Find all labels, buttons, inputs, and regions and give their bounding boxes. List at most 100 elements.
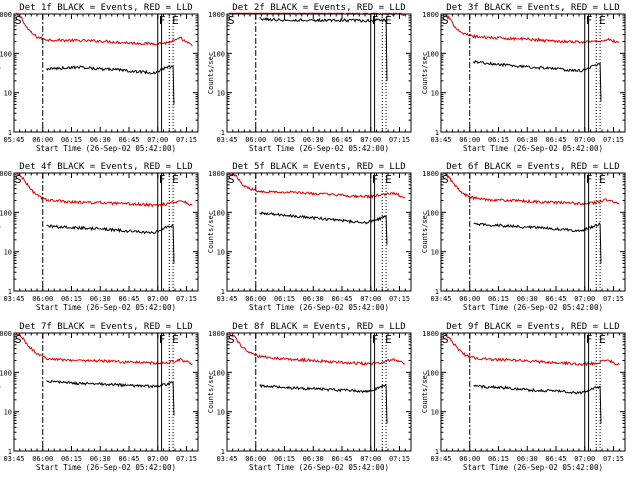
x-tick-label: 07:00 bbox=[574, 136, 595, 144]
x-tick-label: 07:15 bbox=[389, 136, 410, 144]
x-axis-label: Start Time (26-Sep-02 05:42:00) bbox=[249, 303, 389, 312]
marker-e: E bbox=[172, 173, 179, 186]
x-axis-label: Start Time (26-Sep-02 05:42:00) bbox=[463, 144, 603, 153]
marker-s: S bbox=[15, 173, 22, 186]
y-axis-label: Counts/sec bbox=[207, 211, 215, 253]
y-tick-label: 1000 bbox=[0, 330, 12, 338]
y-tick-label: 10 bbox=[4, 409, 12, 417]
marker-e: E bbox=[385, 14, 392, 27]
x-tick-label: 06:30 bbox=[517, 295, 538, 303]
x-tick-label: 06:45 bbox=[545, 455, 566, 463]
x-tick-label: 06:15 bbox=[488, 136, 509, 144]
x-tick-label: 07:00 bbox=[147, 136, 168, 144]
plot-frame bbox=[13, 332, 199, 452]
x-tick-label: 06:30 bbox=[90, 455, 111, 463]
x-tick-label: 06:15 bbox=[274, 455, 295, 463]
series-events-line bbox=[46, 65, 175, 105]
y-tick-label: 1 bbox=[8, 448, 12, 456]
x-tick-label: 06:00 bbox=[459, 295, 480, 303]
y-tick-label: 1000 bbox=[208, 11, 225, 19]
x-tick-label: 06:15 bbox=[488, 295, 509, 303]
x-axis-label: Start Time (26-Sep-02 05:42:00) bbox=[36, 144, 176, 153]
series-events-line bbox=[259, 211, 388, 245]
x-tick-label: 06:45 bbox=[331, 295, 352, 303]
y-axis-label: Counts/sec bbox=[0, 211, 2, 253]
x-tick-label: 06:30 bbox=[517, 455, 538, 463]
plot-frame bbox=[226, 332, 412, 452]
series-lld-line bbox=[15, 12, 193, 47]
plot-frame bbox=[440, 172, 626, 292]
x-axis-label: Start Time (26-Sep-02 05:42:00) bbox=[36, 303, 176, 312]
y-tick-label: 1 bbox=[8, 288, 12, 296]
marker-f: F bbox=[586, 333, 593, 346]
x-tick-label: 06:00 bbox=[245, 455, 266, 463]
x-tick-label: 07:15 bbox=[603, 295, 624, 303]
y-tick-label: 100 bbox=[212, 50, 225, 58]
panel-title: Det 2f BLACK = Events, RED = LLD bbox=[232, 3, 405, 13]
plot-frame bbox=[13, 13, 199, 133]
marker-s: S bbox=[228, 333, 235, 346]
y-tick-label: 10 bbox=[431, 90, 439, 98]
panel-title: Det 5f BLACK = Events, RED = LLD bbox=[232, 162, 405, 172]
marker-s: S bbox=[442, 14, 449, 27]
x-tick-label: 06:15 bbox=[274, 136, 295, 144]
x-tick-label: 07:15 bbox=[176, 455, 197, 463]
marker-e: E bbox=[599, 173, 606, 186]
series-lld-line bbox=[228, 12, 406, 17]
x-tick-label: 06:15 bbox=[61, 455, 82, 463]
y-tick-label: 1 bbox=[221, 448, 225, 456]
marker-e: E bbox=[385, 333, 392, 346]
series-events-line bbox=[46, 224, 175, 264]
x-axis-label: Start Time (26-Sep-02 05:42:00) bbox=[463, 463, 603, 472]
x-tick-label: 05:45 bbox=[3, 136, 24, 144]
marker-f: F bbox=[586, 173, 593, 186]
x-tick-label: 06:00 bbox=[245, 295, 266, 303]
plot-frame bbox=[226, 13, 412, 133]
panel-title: Det 9f BLACK = Events, RED = LLD bbox=[446, 322, 619, 332]
x-tick-label: 06:30 bbox=[303, 455, 324, 463]
x-tick-label: 07:00 bbox=[360, 136, 381, 144]
series-events-line bbox=[473, 384, 602, 424]
x-axis-label: Start Time (26-Sep-02 05:42:00) bbox=[463, 303, 603, 312]
marker-s: S bbox=[15, 14, 22, 27]
y-tick-label: 1000 bbox=[208, 170, 225, 178]
y-tick-label: 10 bbox=[4, 249, 12, 257]
marker-f: F bbox=[159, 173, 166, 186]
x-tick-label: 06:15 bbox=[61, 295, 82, 303]
y-tick-label: 100 bbox=[426, 369, 439, 377]
series-events-line bbox=[46, 379, 175, 416]
y-tick-label: 100 bbox=[212, 369, 225, 377]
marker-f: F bbox=[586, 14, 593, 27]
x-tick-label: 03:45 bbox=[216, 136, 237, 144]
x-tick-label: 03:45 bbox=[216, 455, 237, 463]
y-tick-label: 1000 bbox=[0, 170, 12, 178]
panel-title: Det 6f BLACK = Events, RED = LLD bbox=[446, 162, 619, 172]
x-axis-label: Start Time (26-Sep-02 05:42:00) bbox=[249, 463, 389, 472]
marker-f: F bbox=[159, 14, 166, 27]
marker-f: F bbox=[159, 333, 166, 346]
plot-frame bbox=[440, 332, 626, 452]
marker-f: F bbox=[372, 14, 379, 27]
y-tick-label: 10 bbox=[217, 409, 225, 417]
y-tick-label: 1 bbox=[221, 288, 225, 296]
panel-title: Det 8f BLACK = Events, RED = LLD bbox=[232, 322, 405, 332]
x-tick-label: 07:15 bbox=[389, 455, 410, 463]
x-tick-label: 06:30 bbox=[90, 295, 111, 303]
marker-e: E bbox=[172, 14, 179, 27]
series-lld-line bbox=[228, 172, 406, 200]
y-axis-label: Counts/sec bbox=[0, 371, 2, 413]
x-tick-label: 07:15 bbox=[176, 136, 197, 144]
y-tick-label: 1000 bbox=[422, 11, 439, 19]
y-tick-label: 100 bbox=[0, 209, 12, 217]
x-tick-label: 07:15 bbox=[176, 295, 197, 303]
y-axis-label: Counts/sec bbox=[421, 211, 429, 253]
y-tick-label: 10 bbox=[217, 249, 225, 257]
marker-s: S bbox=[15, 333, 22, 346]
y-tick-label: 1 bbox=[435, 448, 439, 456]
x-tick-label: 06:45 bbox=[118, 136, 139, 144]
y-axis-label: Counts/sec bbox=[421, 52, 429, 94]
